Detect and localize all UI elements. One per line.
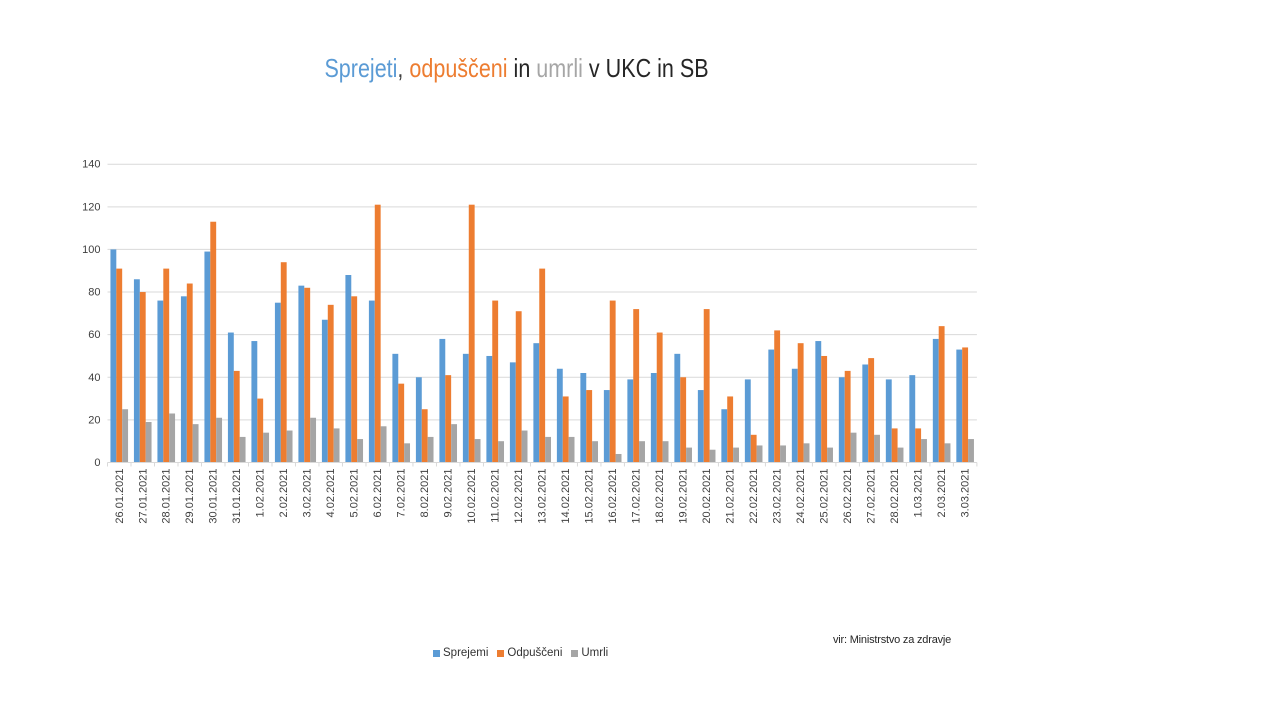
svg-text:2.03.2021: 2.03.2021	[936, 469, 948, 518]
svg-text:1.02.2021: 1.02.2021	[255, 469, 267, 518]
svg-text:6.02.2021: 6.02.2021	[372, 469, 384, 518]
svg-text:100: 100	[82, 244, 100, 256]
svg-text:31.01.2021: 31.01.2021	[231, 469, 243, 524]
svg-text:30.01.2021: 30.01.2021	[208, 469, 220, 524]
svg-text:11.02.2021: 11.02.2021	[490, 469, 502, 523]
svg-text:120: 120	[82, 201, 100, 213]
svg-text:16.02.2021: 16.02.2021	[607, 469, 619, 524]
svg-text:26.02.2021: 26.02.2021	[842, 469, 854, 524]
svg-text:14.02.2021: 14.02.2021	[560, 469, 572, 524]
svg-text:22.02.2021: 22.02.2021	[748, 469, 760, 524]
svg-text:17.02.2021: 17.02.2021	[631, 469, 643, 524]
svg-text:12.02.2021: 12.02.2021	[513, 469, 525, 524]
svg-text:1.03.2021: 1.03.2021	[913, 469, 925, 518]
svg-text:20: 20	[88, 414, 100, 426]
svg-text:28.02.2021: 28.02.2021	[889, 469, 901, 524]
svg-text:60: 60	[88, 329, 100, 341]
svg-text:40: 40	[88, 372, 100, 384]
svg-text:15.02.2021: 15.02.2021	[584, 469, 596, 524]
svg-text:27.02.2021: 27.02.2021	[866, 469, 878, 524]
svg-text:25.02.2021: 25.02.2021	[819, 469, 831, 524]
svg-text:27.01.2021: 27.01.2021	[137, 469, 149, 524]
svg-text:3.03.2021: 3.03.2021	[960, 469, 972, 518]
svg-text:20.02.2021: 20.02.2021	[701, 469, 713, 524]
svg-text:3.02.2021: 3.02.2021	[302, 469, 314, 518]
svg-text:4.02.2021: 4.02.2021	[325, 469, 337, 518]
svg-text:2.02.2021: 2.02.2021	[278, 469, 290, 518]
svg-text:23.02.2021: 23.02.2021	[772, 469, 784, 524]
svg-text:13.02.2021: 13.02.2021	[537, 469, 549, 524]
svg-text:21.02.2021: 21.02.2021	[725, 469, 737, 524]
svg-text:9.02.2021: 9.02.2021	[443, 469, 455, 518]
svg-text:8.02.2021: 8.02.2021	[419, 469, 431, 518]
svg-text:28.01.2021: 28.01.2021	[161, 469, 173, 524]
svg-text:5.02.2021: 5.02.2021	[349, 469, 361, 518]
svg-text:29.01.2021: 29.01.2021	[184, 469, 196, 524]
svg-text:18.02.2021: 18.02.2021	[654, 469, 666, 524]
svg-text:140: 140	[82, 159, 100, 171]
svg-text:24.02.2021: 24.02.2021	[795, 469, 807, 524]
svg-text:26.01.2021: 26.01.2021	[114, 469, 126, 524]
svg-text:10.02.2021: 10.02.2021	[466, 469, 478, 524]
svg-text:0: 0	[94, 457, 100, 469]
svg-text:19.02.2021: 19.02.2021	[678, 469, 690, 524]
svg-text:7.02.2021: 7.02.2021	[396, 469, 408, 518]
svg-text:80: 80	[88, 287, 100, 299]
